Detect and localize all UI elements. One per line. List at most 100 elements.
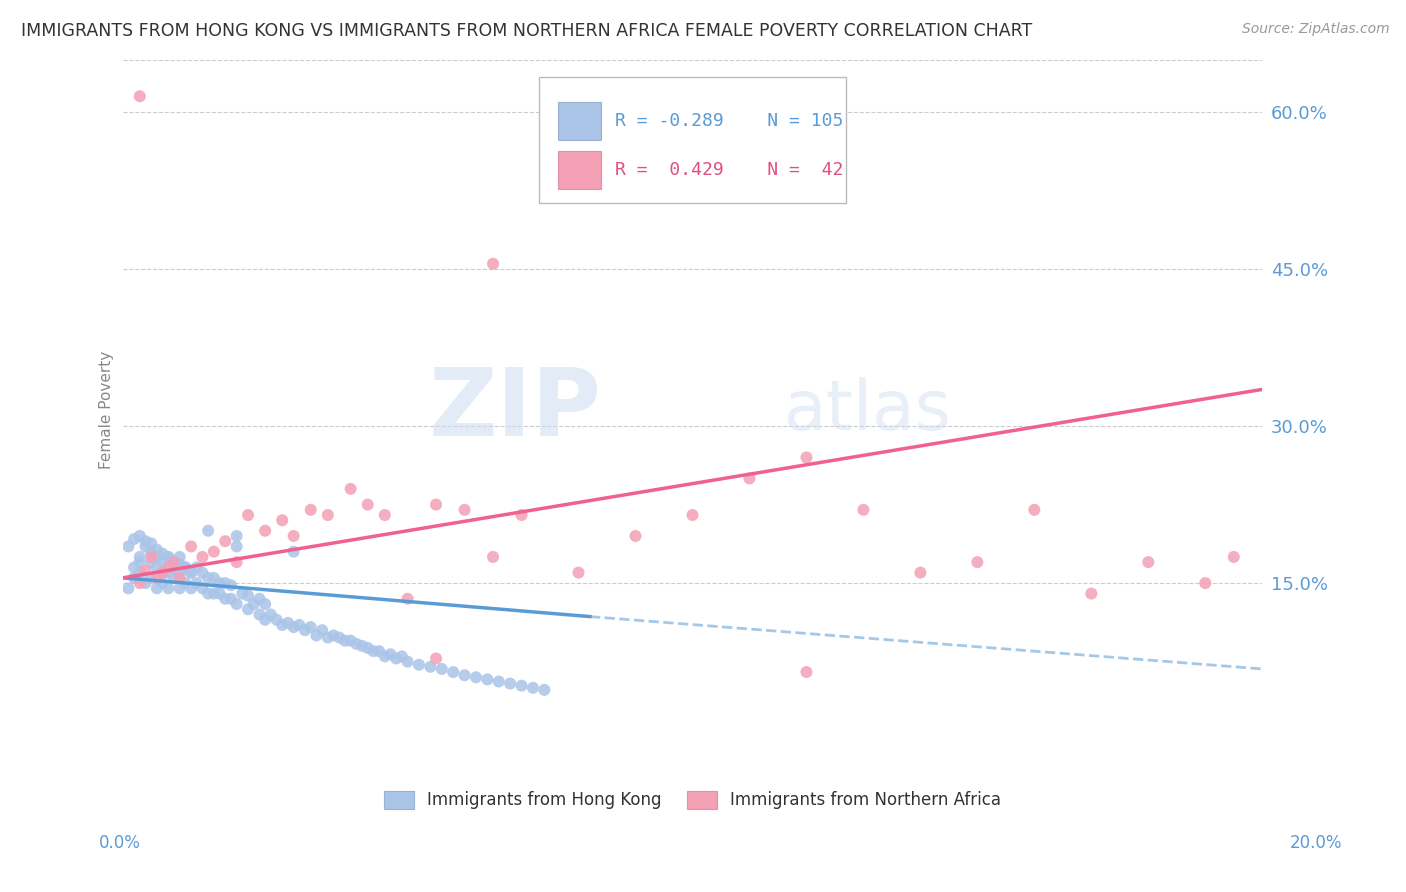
- Point: [128, 89, 150, 103]
- Point: [249, 607, 271, 622]
- Point: [141, 549, 163, 564]
- Point: [260, 607, 283, 622]
- Point: [339, 482, 361, 496]
- Point: [441, 665, 464, 679]
- Text: R =  0.429    N =  42: R = 0.429 N = 42: [614, 161, 844, 178]
- Point: [271, 513, 294, 527]
- Point: [128, 555, 150, 569]
- Point: [311, 624, 333, 638]
- Point: [1080, 586, 1102, 600]
- Point: [299, 503, 322, 517]
- Text: 0.0%: 0.0%: [98, 834, 141, 852]
- Point: [408, 657, 430, 672]
- Point: [357, 640, 380, 655]
- Point: [796, 450, 818, 465]
- Point: [163, 571, 186, 585]
- Point: [254, 597, 277, 611]
- Point: [128, 529, 150, 543]
- Point: [1223, 549, 1246, 564]
- Point: [146, 571, 169, 585]
- Point: [391, 649, 413, 664]
- Point: [738, 471, 761, 485]
- Point: [128, 576, 150, 591]
- Point: [157, 566, 180, 580]
- Point: [214, 591, 236, 606]
- Point: [117, 582, 139, 596]
- Point: [134, 540, 156, 554]
- Point: [225, 555, 247, 569]
- Point: [169, 558, 191, 572]
- Point: [910, 566, 932, 580]
- Point: [624, 529, 647, 543]
- Bar: [558, 102, 602, 140]
- Point: [283, 529, 305, 543]
- Point: [283, 620, 305, 634]
- Point: [316, 508, 339, 522]
- Point: [163, 560, 186, 574]
- Point: [146, 549, 169, 564]
- Point: [141, 544, 163, 558]
- Point: [197, 524, 219, 538]
- Point: [157, 582, 180, 596]
- Point: [141, 571, 163, 585]
- Point: [197, 571, 219, 585]
- Point: [219, 578, 242, 592]
- Point: [453, 503, 475, 517]
- Point: [191, 566, 214, 580]
- Point: [796, 665, 818, 679]
- Point: [271, 618, 294, 632]
- Point: [242, 597, 264, 611]
- Point: [333, 633, 356, 648]
- Point: [191, 582, 214, 596]
- Point: [339, 633, 361, 648]
- Point: [146, 582, 169, 596]
- Point: [152, 576, 174, 591]
- Point: [482, 549, 505, 564]
- Legend: Immigrants from Hong Kong, Immigrants from Northern Africa: Immigrants from Hong Kong, Immigrants fr…: [377, 784, 1008, 816]
- Point: [157, 560, 180, 574]
- Point: [134, 534, 156, 549]
- Bar: [558, 151, 602, 189]
- Point: [141, 555, 163, 569]
- Point: [277, 615, 299, 630]
- Point: [202, 586, 225, 600]
- Point: [533, 682, 555, 697]
- Point: [122, 571, 145, 585]
- Point: [419, 660, 441, 674]
- Point: [374, 649, 396, 664]
- Point: [180, 566, 202, 580]
- Point: [294, 624, 316, 638]
- Point: [225, 597, 247, 611]
- Point: [283, 544, 305, 558]
- Text: R = -0.289    N = 105: R = -0.289 N = 105: [614, 112, 844, 129]
- Point: [236, 508, 259, 522]
- Point: [186, 576, 208, 591]
- Point: [682, 508, 704, 522]
- Point: [1194, 576, 1216, 591]
- Point: [191, 549, 214, 564]
- Point: [328, 631, 350, 645]
- Point: [236, 602, 259, 616]
- Point: [128, 549, 150, 564]
- Point: [202, 544, 225, 558]
- Point: [350, 639, 373, 653]
- Point: [141, 536, 163, 550]
- Point: [425, 651, 447, 665]
- Point: [522, 681, 544, 695]
- Point: [499, 676, 522, 690]
- Point: [305, 628, 328, 642]
- Point: [385, 651, 408, 665]
- Point: [146, 560, 169, 574]
- Point: [134, 576, 156, 591]
- Point: [1024, 503, 1046, 517]
- Point: [488, 674, 510, 689]
- Point: [169, 566, 191, 580]
- Point: [266, 613, 288, 627]
- Point: [208, 576, 231, 591]
- Point: [396, 591, 419, 606]
- Point: [357, 498, 380, 512]
- Point: [852, 503, 875, 517]
- Point: [316, 631, 339, 645]
- Point: [465, 670, 488, 684]
- Point: [208, 586, 231, 600]
